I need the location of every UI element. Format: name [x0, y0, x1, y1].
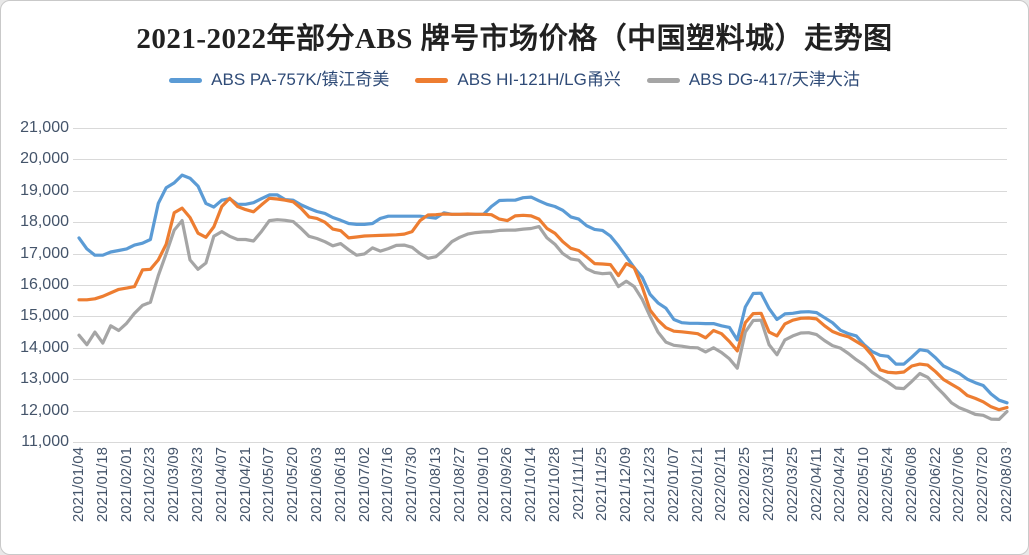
y-axis-label: 16,000 [20, 276, 69, 293]
x-axis-label: 2021/10/28 [545, 447, 563, 523]
x-axis-label: 2022/04/11 [807, 447, 825, 521]
x-axis-label: 2021/07/16 [379, 447, 397, 523]
legend-item: ABS DG-417/天津大沽 [646, 70, 860, 90]
y-axis-label: 19,000 [20, 181, 69, 199]
x-axis-label: 2021/01/04 [70, 447, 87, 523]
x-axis-label: 2022/05/10 [855, 447, 873, 523]
x-axis-label: 2021/12/09 [617, 447, 635, 523]
x-axis-label: 2022/07/06 [950, 447, 968, 523]
y-axis-label: 12,000 [20, 401, 69, 419]
legend-line-swatch [415, 78, 449, 83]
x-axis-label: 2021/09/10 [474, 447, 492, 523]
y-axis-label: 15,000 [20, 307, 69, 325]
x-axis-label: 2021/01/18 [93, 447, 111, 523]
x-axis-label: 2022/03/11 [760, 447, 778, 521]
x-axis-label: 2022/02/25 [736, 447, 754, 523]
x-axis-label: 2022/06/08 [902, 447, 920, 523]
x-axis-label: 2022/03/25 [783, 447, 801, 523]
x-axis-label: 2022/02/11 [712, 447, 730, 521]
x-axis-label: 2021/04/07 [212, 447, 230, 523]
x-axis-label: 2022/07/20 [974, 447, 992, 523]
x-axis-label: 2021/05/20 [284, 447, 302, 523]
y-axis-label: 20,000 [20, 150, 69, 168]
y-axis-label: 11,000 [21, 433, 69, 450]
x-axis-label: 2021/08/13 [426, 447, 444, 523]
x-axis-label: 2021/07/02 [355, 447, 373, 523]
x-axis-label: 2022/06/22 [926, 447, 944, 523]
x-axis-label: 2021/03/09 [165, 447, 183, 523]
y-axis-label: 21,000 [20, 119, 69, 136]
x-axis-label: 2022/01/21 [688, 447, 706, 523]
x-axis-label: 2021/06/03 [307, 447, 325, 523]
x-axis-label: 2021/07/30 [403, 447, 421, 523]
x-axis-label: 2021/02/23 [141, 447, 159, 523]
y-axis-label: 13,000 [20, 370, 69, 388]
x-axis-label: 2022/05/24 [879, 447, 897, 523]
x-axis-label: 2021/09/26 [498, 447, 516, 523]
y-axis-label: 17,000 [20, 244, 69, 262]
x-axis-label: 2021/08/27 [450, 447, 468, 523]
x-axis-label: 2021/11/11 [569, 447, 587, 520]
legend: ABS PA-757K/镇江奇美 ABS HI-121H/LG甬兴 ABS DG-4… [1, 71, 1028, 90]
legend-line-swatch [646, 78, 680, 83]
x-axis-label: 2021/06/18 [331, 447, 349, 523]
x-axis-label: 2021/02/01 [117, 447, 135, 523]
y-axis-label: 18,000 [20, 213, 69, 231]
y-axis-label: 14,000 [20, 338, 69, 356]
x-axis-label: 2021/10/14 [522, 447, 540, 523]
series-line-abs-dg-417- [77, 218, 1009, 421]
series-line-abs-hi-121h-lg- [77, 196, 1009, 412]
legend-label: ABS HI-121H/LG甬兴 [457, 70, 621, 89]
legend-item: ABS HI-121H/LG甬兴 [415, 70, 621, 90]
legend-label: ABS PA-757K/镇江奇美 [211, 70, 390, 89]
x-axis-label: 2022/04/24 [831, 447, 849, 523]
legend-label: ABS DG-417/天津大沽 [688, 70, 860, 89]
x-axis-label: 2021/04/21 [236, 447, 254, 523]
legend-line-swatch [169, 78, 203, 83]
chart-title: 2021-2022年部分ABS 牌号市场价格（中国塑料城）走势图 [136, 23, 893, 55]
legend-item: ABS PA-757K/镇江奇美 [169, 71, 389, 90]
x-axis-label: 2021/11/25 [593, 447, 611, 521]
x-axis-label: 2022/01/07 [664, 447, 682, 523]
x-axis-label: 2021/03/23 [188, 447, 206, 523]
x-axis-label: 2021/05/07 [260, 447, 278, 523]
x-axis-label: 2022/08/03 [998, 447, 1015, 523]
x-axis-label: 2021/12/23 [641, 447, 659, 523]
